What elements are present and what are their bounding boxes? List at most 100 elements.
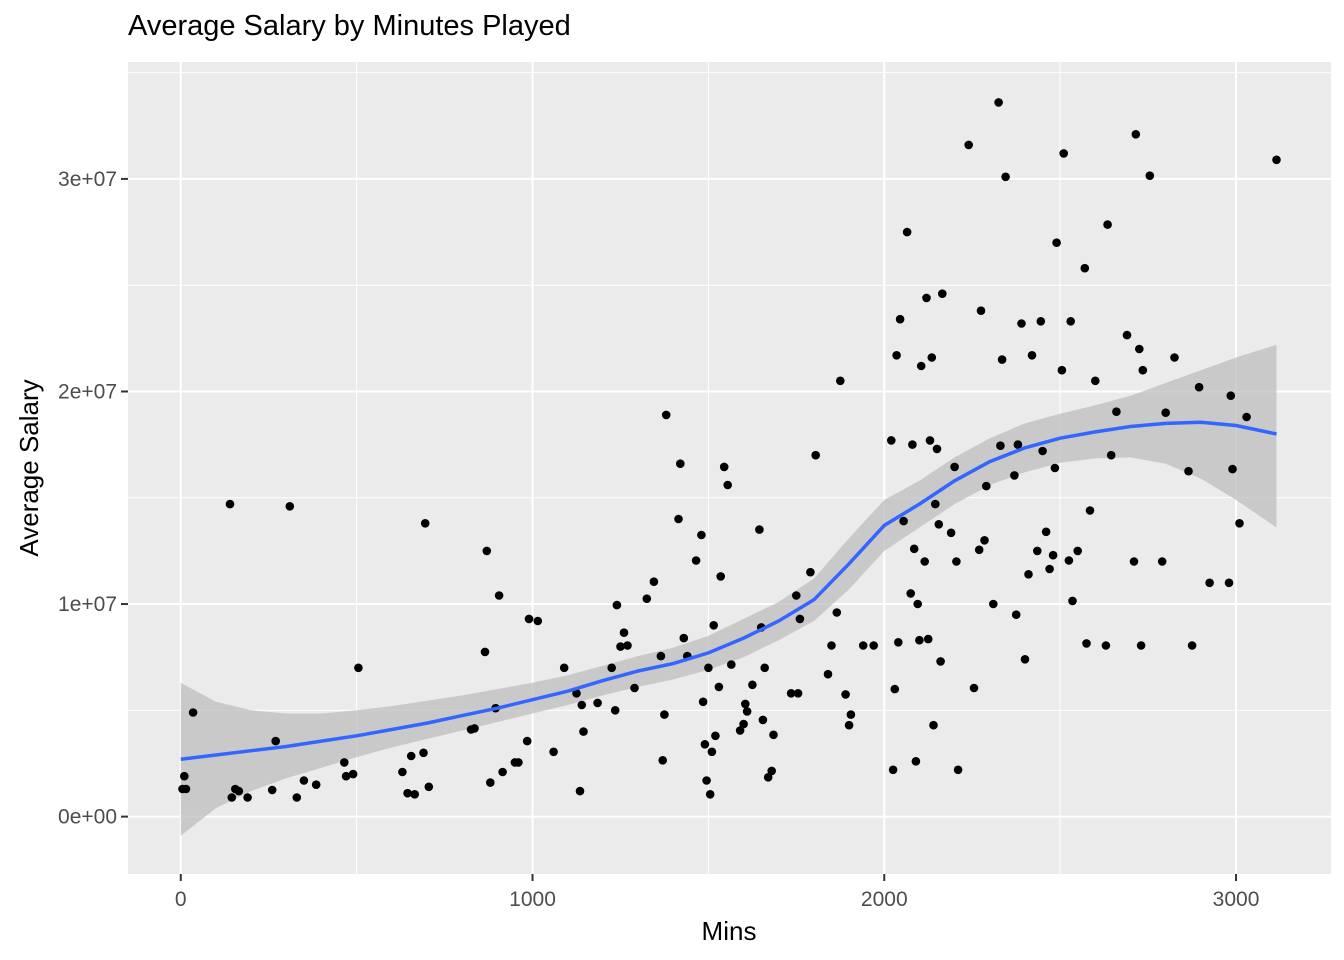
data-point <box>922 293 931 303</box>
data-point <box>1226 391 1236 401</box>
data-point <box>1013 440 1023 449</box>
data-point <box>932 444 942 454</box>
data-point <box>1131 130 1141 139</box>
data-point <box>887 436 896 445</box>
data-point <box>980 536 989 545</box>
data-point <box>271 736 281 746</box>
data-point <box>697 530 706 540</box>
data-point <box>679 633 689 643</box>
data-point <box>698 697 708 707</box>
data-point <box>482 546 492 556</box>
data-point <box>285 502 295 511</box>
data-point <box>1136 641 1146 650</box>
data-point <box>494 591 504 600</box>
data-point <box>299 776 309 785</box>
data-point <box>742 707 752 716</box>
data-point <box>619 628 629 637</box>
data-point <box>292 793 302 802</box>
data-point <box>994 98 1003 107</box>
data-point <box>1272 155 1281 165</box>
data-point <box>498 767 507 777</box>
data-point <box>869 641 878 650</box>
data-point <box>658 756 667 765</box>
data-point <box>925 436 935 445</box>
data-point <box>832 608 842 617</box>
data-point <box>1036 317 1046 326</box>
data-point <box>180 771 189 781</box>
data-point <box>398 767 407 777</box>
data-point <box>793 689 803 698</box>
data-point <box>1101 641 1111 650</box>
y-tick-label: 2e+07 <box>58 380 117 403</box>
data-point <box>1057 365 1067 375</box>
y-tick-label: 3e+07 <box>58 168 117 191</box>
data-point <box>577 700 587 710</box>
data-point <box>1161 408 1170 418</box>
data-point <box>480 647 490 657</box>
confidence-band <box>180 344 1277 836</box>
data-point <box>841 690 850 699</box>
data-point <box>1038 446 1047 456</box>
data-points <box>178 98 1281 802</box>
data-point <box>806 567 815 577</box>
data-point <box>340 758 349 767</box>
data-point <box>1103 220 1112 229</box>
data-point <box>1041 527 1051 537</box>
data-point <box>1242 412 1251 422</box>
data-point <box>906 589 915 598</box>
data-point <box>996 441 1005 451</box>
data-point <box>607 663 616 673</box>
data-point <box>188 708 198 717</box>
data-point <box>702 776 711 785</box>
data-point <box>1010 471 1019 480</box>
data-point <box>649 577 659 586</box>
data-point <box>915 635 924 645</box>
data-point <box>1066 317 1075 326</box>
data-point <box>711 731 720 741</box>
data-point <box>976 306 986 316</box>
data-point <box>950 462 959 472</box>
data-point <box>714 682 724 692</box>
data-point <box>739 719 748 729</box>
data-point <box>1106 450 1116 460</box>
data-point <box>931 499 940 509</box>
data-point <box>763 773 773 782</box>
data-point <box>1187 641 1197 650</box>
data-point <box>612 600 622 610</box>
data-point <box>579 727 588 736</box>
data-point <box>895 314 905 324</box>
data-point <box>311 780 321 789</box>
y-axis-label: Average Salary <box>14 379 44 556</box>
data-point <box>952 557 961 566</box>
data-point <box>533 616 543 626</box>
data-point <box>1235 519 1244 528</box>
data-point <box>1129 557 1139 566</box>
data-point <box>748 680 757 690</box>
data-point <box>1073 546 1082 556</box>
data-point <box>792 591 801 600</box>
data-point <box>486 778 495 787</box>
data-point <box>913 599 922 609</box>
data-point <box>424 782 434 792</box>
data-point <box>920 557 929 566</box>
data-point <box>704 663 713 673</box>
data-point <box>593 698 602 708</box>
data-point <box>1157 557 1167 566</box>
data-point <box>406 751 416 761</box>
data-point <box>923 634 933 644</box>
data-point <box>929 720 938 730</box>
data-point <box>341 771 351 781</box>
data-point <box>559 663 569 673</box>
data-point <box>354 663 363 673</box>
data-point <box>1048 550 1058 560</box>
data-point <box>899 516 908 526</box>
x-tick-label: 3000 <box>1213 888 1260 911</box>
data-point <box>758 715 768 725</box>
data-point <box>674 514 683 524</box>
data-point <box>858 641 868 650</box>
data-point <box>616 642 625 651</box>
data-point <box>1085 506 1095 515</box>
data-point <box>1045 564 1054 574</box>
x-tick-label: 1000 <box>509 888 556 911</box>
data-point <box>691 556 701 565</box>
